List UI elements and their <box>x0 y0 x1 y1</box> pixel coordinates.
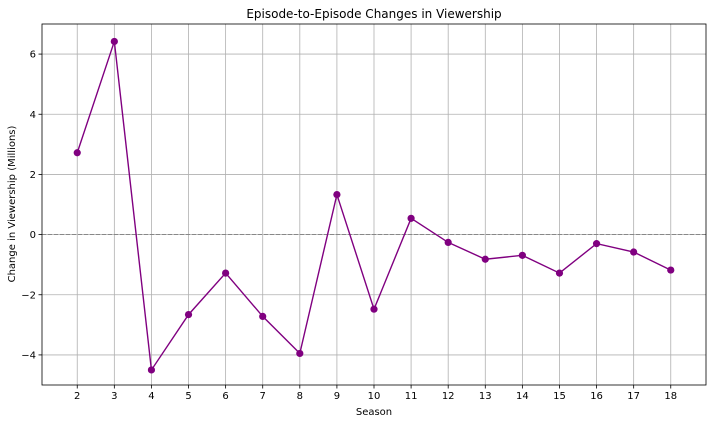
y-tick-label: 2 <box>30 170 36 181</box>
x-tick-label: 11 <box>405 391 418 402</box>
y-axis-label: Change in Viewership (Millions) <box>7 125 18 282</box>
data-point <box>110 37 118 46</box>
data-point <box>518 251 526 259</box>
x-tick-label: 18 <box>664 391 677 402</box>
data-point <box>667 266 675 274</box>
x-tick-label: 13 <box>479 391 492 402</box>
x-tick-label: 6 <box>222 391 228 402</box>
x-tick-label: 7 <box>260 391 266 402</box>
data-point <box>73 149 81 157</box>
series-group <box>73 37 675 374</box>
data-point <box>407 214 415 222</box>
x-tick-label: 3 <box>111 391 117 402</box>
x-tick-label: 15 <box>553 391 566 402</box>
data-point <box>259 312 267 321</box>
data-point <box>630 248 638 256</box>
x-tick-label: 10 <box>368 391 381 402</box>
y-tick-label: −4 <box>21 350 36 361</box>
x-tick-label: 17 <box>627 391 640 402</box>
x-tick-label: 12 <box>442 391 455 402</box>
x-axis-label: Season <box>356 407 392 418</box>
y-tick-label: −2 <box>21 290 36 301</box>
data-point <box>370 305 378 313</box>
data-point <box>444 238 452 247</box>
y-axis-ticks: −4 −2 0 2 4 6 <box>21 50 42 361</box>
data-point <box>296 349 304 358</box>
x-tick-label: 2 <box>74 391 80 402</box>
x-tick-label: 5 <box>185 391 191 402</box>
chart-title: Episode-to-Episode Changes in Viewership <box>246 7 501 21</box>
data-point <box>555 269 564 277</box>
data-point <box>184 311 193 319</box>
y-tick-label: 0 <box>30 230 36 241</box>
data-point <box>481 255 489 263</box>
x-tick-label: 16 <box>590 391 603 402</box>
y-tick-label: 4 <box>30 110 36 121</box>
x-tick-label: 4 <box>148 391 154 402</box>
y-tick-label: 6 <box>30 50 36 61</box>
data-point <box>333 190 341 199</box>
data-point <box>222 269 230 277</box>
data-point <box>147 366 156 374</box>
x-axis-ticks: 2 3 4 5 6 7 8 9 10 11 12 13 14 15 16 17 18 <box>74 385 677 402</box>
x-tick-label: 14 <box>516 391 529 402</box>
x-tick-label: 9 <box>334 391 340 402</box>
data-point <box>592 240 601 248</box>
x-tick-label: 8 <box>297 391 303 402</box>
